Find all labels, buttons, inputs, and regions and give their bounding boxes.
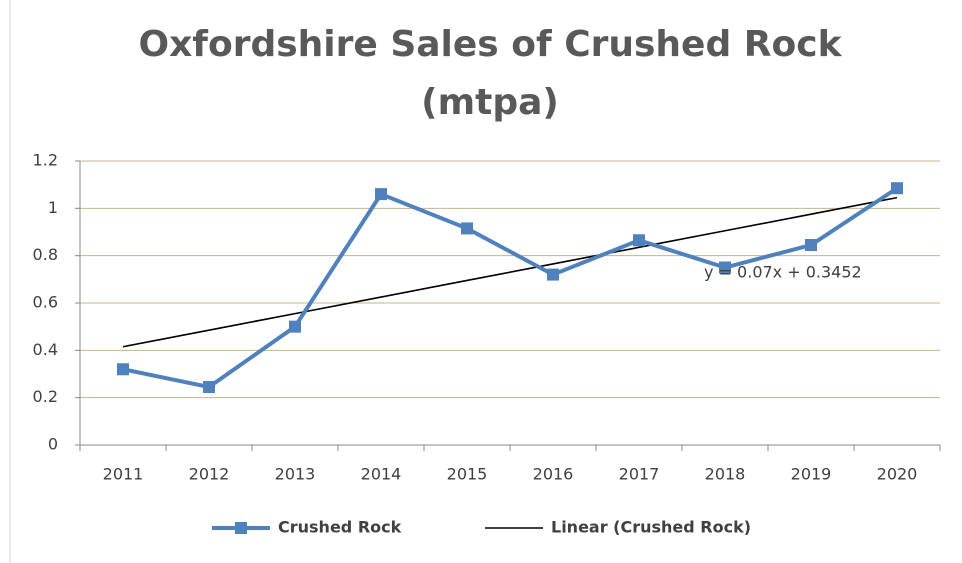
y-tick-label: 0.8 (33, 245, 58, 264)
x-tick-label: 2016 (533, 465, 574, 484)
trend-equation: y = 0.07x + 0.3452 (704, 263, 862, 282)
point-marker (633, 234, 645, 247)
chart-title: Oxfordshire Sales of Crushed Rock (138, 24, 842, 65)
point-marker (805, 239, 817, 252)
point-marker (117, 363, 129, 376)
legend-label: Crushed Rock (278, 518, 402, 537)
y-tick-label: 0 (48, 435, 58, 454)
x-tick-label: 2011 (103, 465, 144, 484)
y-tick-label: 0.6 (33, 293, 58, 312)
x-tick-label: 2013 (275, 465, 316, 484)
y-tick-label: 0.2 (33, 387, 58, 406)
point-marker (547, 268, 559, 281)
series-line (122, 186, 899, 390)
x-tick-label: 2012 (189, 465, 230, 484)
legend-label: Linear (Crushed Rock) (551, 518, 751, 537)
point-marker (461, 222, 473, 235)
chart-title: (mtpa) (421, 82, 559, 123)
point-marker (375, 188, 387, 201)
x-tick-label: 2017 (619, 465, 660, 484)
point-marker (719, 261, 731, 274)
point-marker (891, 182, 903, 195)
y-tick-label: 0.4 (33, 340, 58, 359)
series-line (122, 196, 898, 348)
x-tick-label: 2015 (447, 465, 488, 484)
y-tick-label: 1 (48, 198, 58, 217)
y-tick-label: 1.2 (33, 151, 58, 170)
x-tick-label: 2019 (791, 465, 832, 484)
point-marker (203, 381, 215, 394)
x-tick-label: 2018 (705, 465, 746, 484)
x-tick-label: 2020 (877, 465, 918, 484)
point-marker (289, 320, 301, 333)
x-tick-label: 2014 (361, 465, 402, 484)
legend-marker (235, 522, 247, 534)
